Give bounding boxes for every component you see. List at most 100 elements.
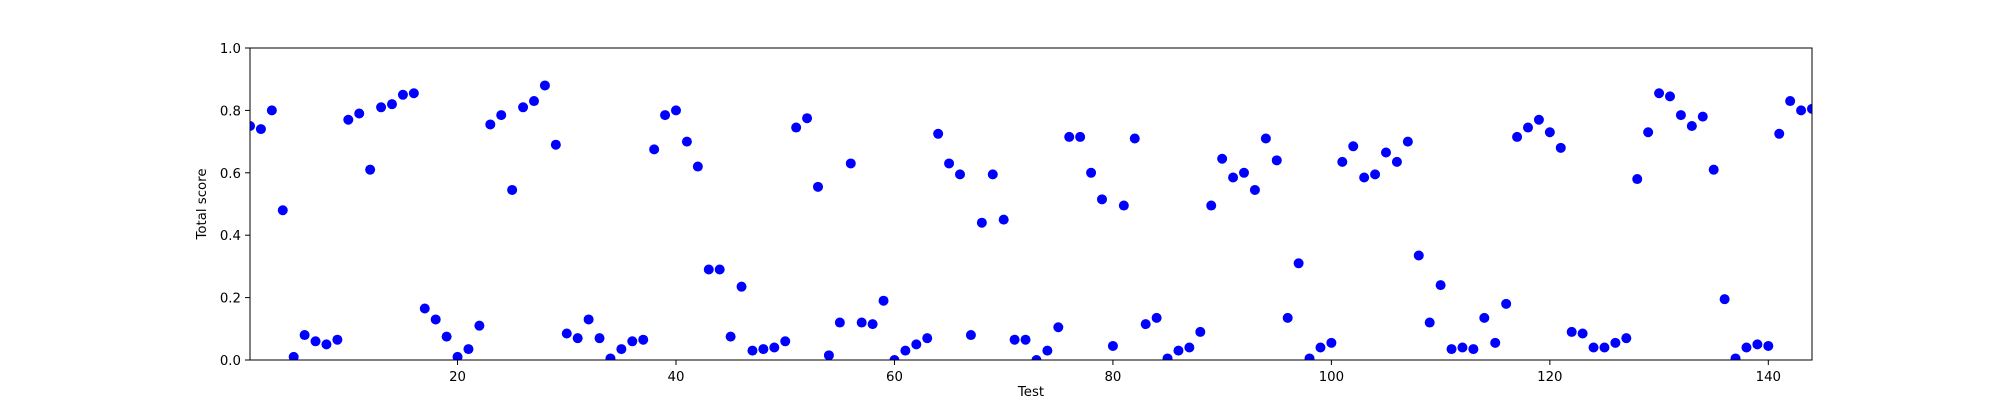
data-point — [1708, 164, 1719, 175]
data-point — [823, 350, 834, 360]
data-point — [1566, 326, 1577, 337]
y-tick-label: 0.2 — [220, 292, 241, 307]
data-point — [1697, 111, 1708, 122]
data-point — [474, 320, 485, 331]
x-tick-label: 20 — [449, 370, 466, 385]
data-point — [878, 295, 889, 306]
data-point — [834, 317, 845, 328]
data-point — [802, 113, 813, 124]
data-point — [845, 158, 856, 169]
data-point — [1217, 153, 1228, 164]
data-point — [1249, 184, 1260, 195]
y-tick-label: 0.0 — [220, 354, 241, 369]
data-point — [1719, 294, 1730, 305]
data-point — [1413, 250, 1424, 261]
data-point — [332, 334, 343, 345]
data-point — [867, 319, 878, 330]
data-point — [1577, 328, 1588, 339]
plot-frame — [249, 47, 1813, 361]
data-point — [616, 344, 627, 355]
data-point — [1599, 342, 1610, 353]
data-point — [288, 351, 299, 360]
data-point — [714, 264, 725, 275]
data-point — [1173, 345, 1184, 356]
data-point — [1020, 334, 1031, 345]
data-point — [343, 114, 354, 125]
data-point — [1326, 337, 1337, 348]
data-point — [660, 110, 671, 121]
data-point — [419, 303, 430, 314]
data-point — [1239, 167, 1249, 178]
data-point — [1140, 319, 1151, 330]
data-point — [1348, 141, 1359, 152]
data-point — [1763, 340, 1774, 351]
data-point — [1501, 298, 1512, 309]
y-axis-ticks: 0.0 0.2 0.4 0.6 0.8 1.0 — [220, 42, 250, 369]
data-point — [539, 80, 550, 91]
data-point — [1588, 342, 1599, 353]
data-point — [1774, 128, 1785, 139]
data-point — [911, 339, 922, 350]
data-point — [561, 328, 572, 339]
data-point — [1610, 337, 1621, 348]
data-point — [1359, 172, 1370, 183]
data-point — [1796, 105, 1807, 116]
x-tick-label: 40 — [668, 370, 685, 385]
data-point — [496, 110, 507, 121]
data-point — [518, 102, 529, 113]
data-point — [255, 124, 266, 135]
data-point — [266, 105, 277, 116]
data-point — [1479, 312, 1490, 323]
data-point — [965, 330, 976, 341]
data-point — [922, 333, 933, 344]
data-point — [387, 99, 397, 110]
x-axis-label: Test — [1017, 385, 1044, 400]
data-point — [1523, 122, 1533, 133]
y-tick-label: 1.0 — [220, 42, 241, 57]
data-point — [1381, 147, 1391, 158]
data-point — [1184, 342, 1195, 353]
data-point — [1282, 312, 1293, 323]
data-point — [1785, 96, 1796, 107]
x-axis-ticks: 20 40 60 80 100 120 140 — [449, 360, 1781, 385]
data-point — [1654, 88, 1665, 99]
data-point — [1621, 333, 1632, 344]
data-point — [1533, 114, 1544, 125]
data-point — [1370, 169, 1381, 180]
data-point — [1260, 133, 1271, 144]
data-point — [397, 89, 408, 100]
data-point — [376, 102, 387, 113]
data-point — [463, 344, 474, 355]
data-point — [725, 331, 736, 342]
data-point — [1228, 172, 1239, 183]
data-point — [1151, 312, 1162, 323]
data-point — [998, 214, 1009, 225]
data-point — [1129, 133, 1140, 144]
x-tick-label: 60 — [886, 370, 903, 385]
data-point — [1730, 353, 1741, 360]
data-point — [1435, 280, 1446, 291]
y-tick-label: 0.6 — [220, 167, 241, 182]
data-point — [1632, 174, 1643, 185]
data-point — [791, 122, 802, 133]
data-point — [1304, 353, 1315, 360]
data-point — [594, 333, 605, 344]
data-point — [955, 169, 965, 180]
data-point — [250, 121, 255, 131]
data-point — [1042, 345, 1053, 356]
data-point — [681, 136, 692, 147]
data-point — [1031, 355, 1042, 360]
data-point — [299, 330, 310, 341]
data-point — [1544, 127, 1555, 138]
data-point — [1686, 121, 1697, 131]
data-point — [933, 128, 944, 139]
data-point — [856, 317, 867, 328]
y-tick-label: 0.8 — [220, 104, 241, 119]
data-point — [944, 158, 955, 169]
data-point — [889, 355, 900, 360]
data-point — [1315, 342, 1326, 353]
data-point — [1402, 136, 1413, 147]
data-point — [769, 342, 780, 353]
data-point — [1162, 353, 1173, 360]
